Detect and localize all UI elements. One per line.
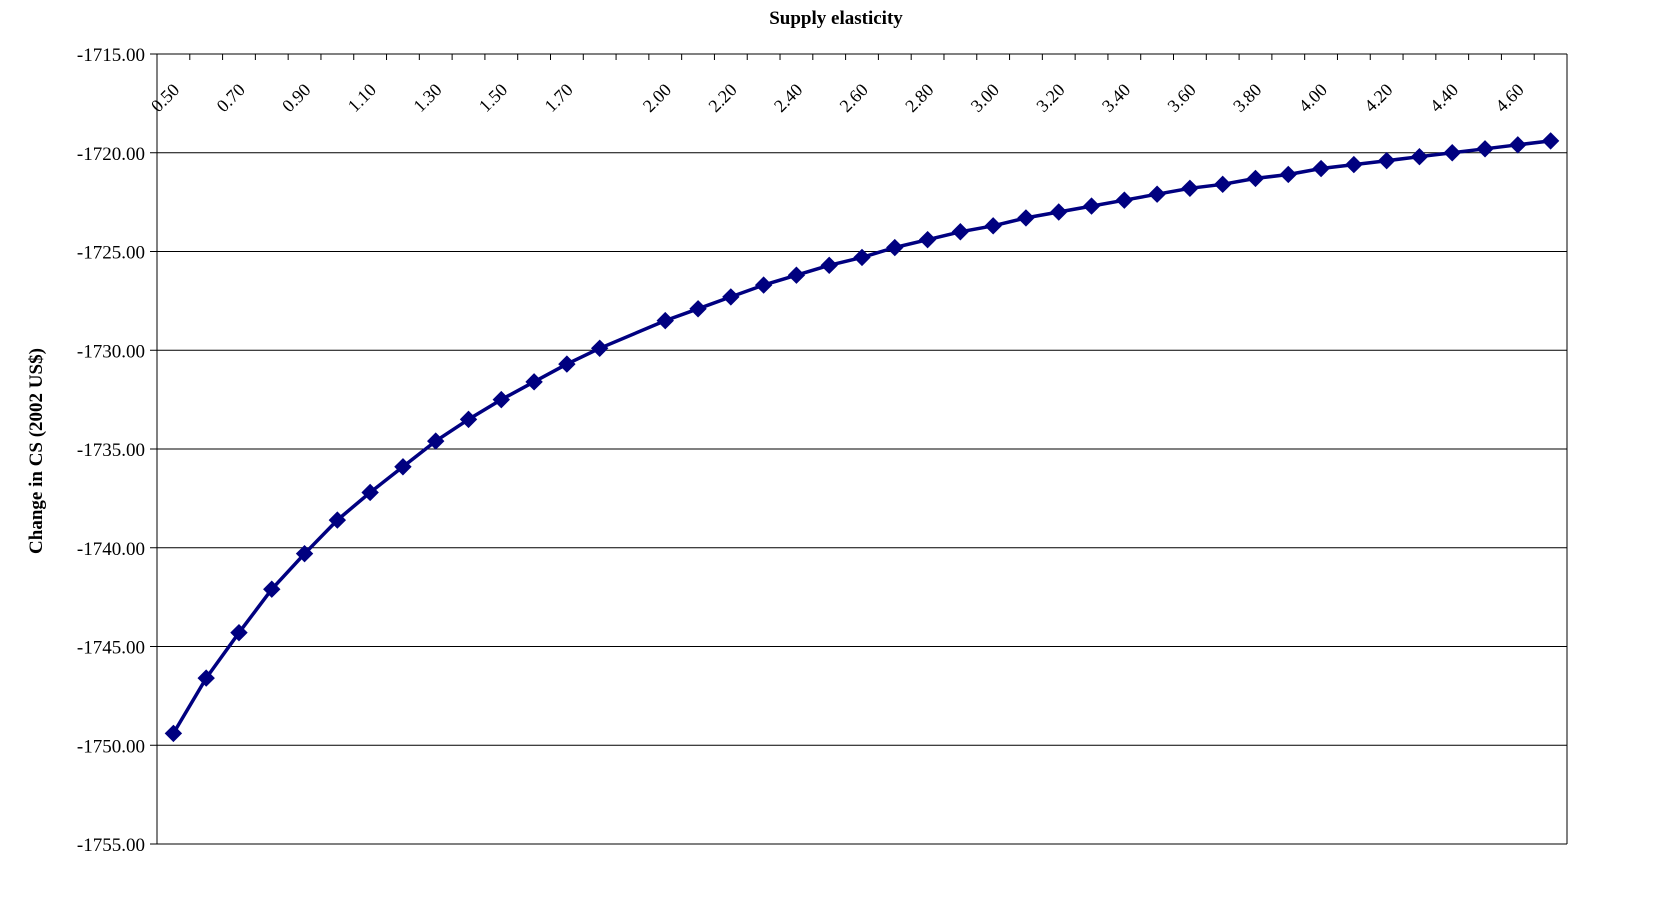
data-point [951, 223, 970, 241]
data-point [853, 248, 871, 267]
data-point [1213, 175, 1232, 194]
data-point [328, 511, 347, 529]
y-tick-label: -1745.00 [77, 638, 145, 659]
x-tick-label: 1.70 [540, 80, 576, 116]
data-point [722, 288, 740, 306]
data-point [656, 311, 674, 330]
y-tick-label: -1750.00 [77, 736, 145, 757]
data-point [1082, 197, 1101, 215]
y-tick-label: -1720.00 [77, 144, 145, 165]
x-tick-label: 2.80 [901, 80, 937, 116]
data-point [984, 217, 1002, 235]
data-point [427, 432, 445, 450]
data-point [689, 300, 707, 318]
y-axis-label: Change in CS (2002 US$) [26, 348, 47, 554]
data-point [918, 230, 937, 249]
y-tick-label: -1725.00 [77, 243, 145, 264]
data-point [558, 355, 576, 373]
data-point [1279, 165, 1297, 184]
x-tick-label: 4.00 [1295, 80, 1331, 116]
y-tick-labels: -1715.00 -1720.00 -1725.00 -1730.00 -1735.00… [77, 45, 145, 856]
x-tick-label: 0.50 [147, 80, 183, 116]
data-point [1377, 151, 1396, 170]
data-point [361, 483, 379, 502]
data-point [197, 669, 215, 687]
data-point [590, 339, 609, 357]
data-point [1246, 169, 1265, 188]
x-tick-label: 2.40 [770, 80, 806, 116]
data-point [459, 410, 478, 429]
data-point [1509, 136, 1527, 154]
y-tick-label: -1730.00 [77, 341, 145, 362]
x-tick-label: 4.60 [1491, 80, 1527, 116]
data-point [492, 390, 511, 409]
x-tick-label: 2.20 [704, 80, 740, 116]
x-tick-label: 3.20 [1032, 80, 1068, 116]
x-tick-label: 3.60 [1163, 80, 1199, 116]
x-tick-label: 4.20 [1360, 80, 1396, 116]
data-point [525, 373, 543, 391]
data-point [263, 580, 281, 598]
x-tick-label: 2.60 [836, 80, 872, 116]
data-point [1410, 147, 1429, 166]
x-tick-label: 3.80 [1229, 80, 1265, 116]
x-tick-label: 1.30 [409, 80, 445, 116]
data-point [1050, 203, 1068, 221]
x-tick-label: 3.00 [967, 80, 1003, 116]
data-point [787, 266, 806, 284]
data-point [1115, 191, 1134, 209]
data-point [1017, 209, 1035, 227]
chart-title: Supply elasticity [769, 8, 903, 29]
data-point [164, 724, 183, 743]
data-point [1443, 144, 1461, 162]
x-tick-label: 4.40 [1426, 80, 1462, 116]
data-point [1181, 179, 1199, 198]
data-point [820, 256, 838, 275]
series-line [171, 139, 1551, 735]
y-tick-label: -1740.00 [77, 539, 145, 560]
x-tick-labels: 0.50 0.70 0.90 1.10 1.30 1.50 1.70 2.00 2.20 2.40… [147, 80, 1528, 116]
data-point [295, 544, 314, 563]
series-layer [164, 132, 1560, 743]
x-tick-label: 2.00 [639, 80, 675, 116]
x-tick-label: 1.50 [475, 80, 511, 116]
y-tick-label: -1735.00 [77, 440, 145, 461]
x-tick-label: 3.40 [1098, 80, 1134, 116]
x-tick-label: 0.90 [278, 80, 314, 116]
y-tick-label: -1715.00 [77, 45, 145, 66]
data-point [1541, 132, 1560, 150]
data-point [1476, 140, 1494, 158]
data-point [394, 458, 412, 476]
data-point [886, 238, 904, 257]
data-point [754, 276, 773, 294]
gridlines [157, 53, 1567, 845]
y-tick-label: -1755.00 [77, 835, 145, 856]
x-tick-label: 1.10 [344, 80, 380, 116]
data-point [1345, 155, 1363, 174]
data-point [1148, 185, 1166, 203]
data-point [230, 623, 248, 642]
axes [150, 53, 1568, 845]
x-tick-label: 0.70 [213, 80, 249, 116]
data-point [1312, 159, 1330, 178]
